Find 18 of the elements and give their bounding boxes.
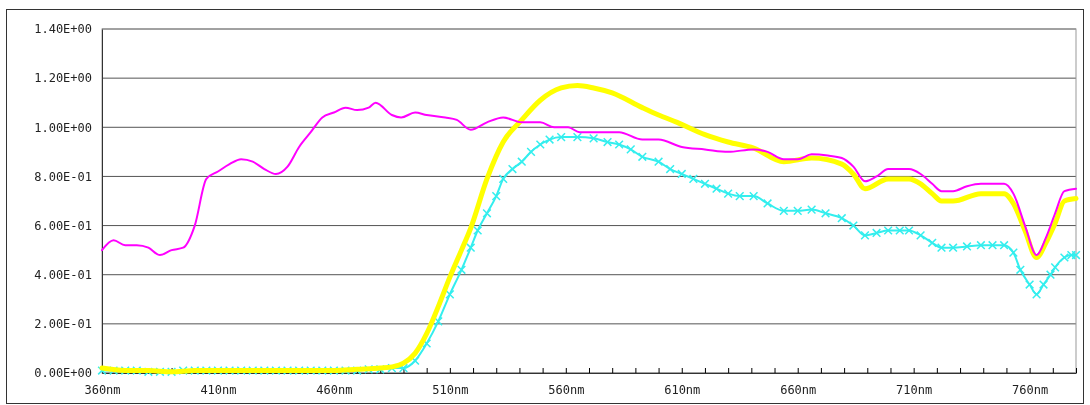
- y-tick-label: 4.00E-01: [34, 268, 92, 283]
- y-tick-label: 1.00E+00: [34, 120, 92, 135]
- y-tick-label: 6.00E-01: [34, 218, 92, 233]
- x-tick-label: 360nm: [84, 383, 121, 398]
- x-tick-label: 510nm: [432, 383, 469, 398]
- line-series: [101, 101, 1077, 257]
- y-tick-label: 0.00E+00: [34, 366, 92, 381]
- x-tick-label: 760nm: [1012, 383, 1049, 398]
- y-tick-label: 1.40E+00: [34, 22, 92, 37]
- y-tick-label: 2.00E-01: [34, 317, 92, 332]
- x-tick-label: 610nm: [664, 383, 701, 398]
- x-tick-label: 660nm: [780, 383, 817, 398]
- y-tick-label: 8.00E-01: [34, 169, 92, 184]
- y-tick-label: 1.20E+00: [34, 71, 92, 86]
- x-tick-label: 460nm: [316, 383, 353, 398]
- x-tick-label: 710nm: [896, 383, 933, 398]
- x-tick-label: 410nm: [200, 383, 237, 398]
- x-tick-label: 560nm: [548, 383, 585, 398]
